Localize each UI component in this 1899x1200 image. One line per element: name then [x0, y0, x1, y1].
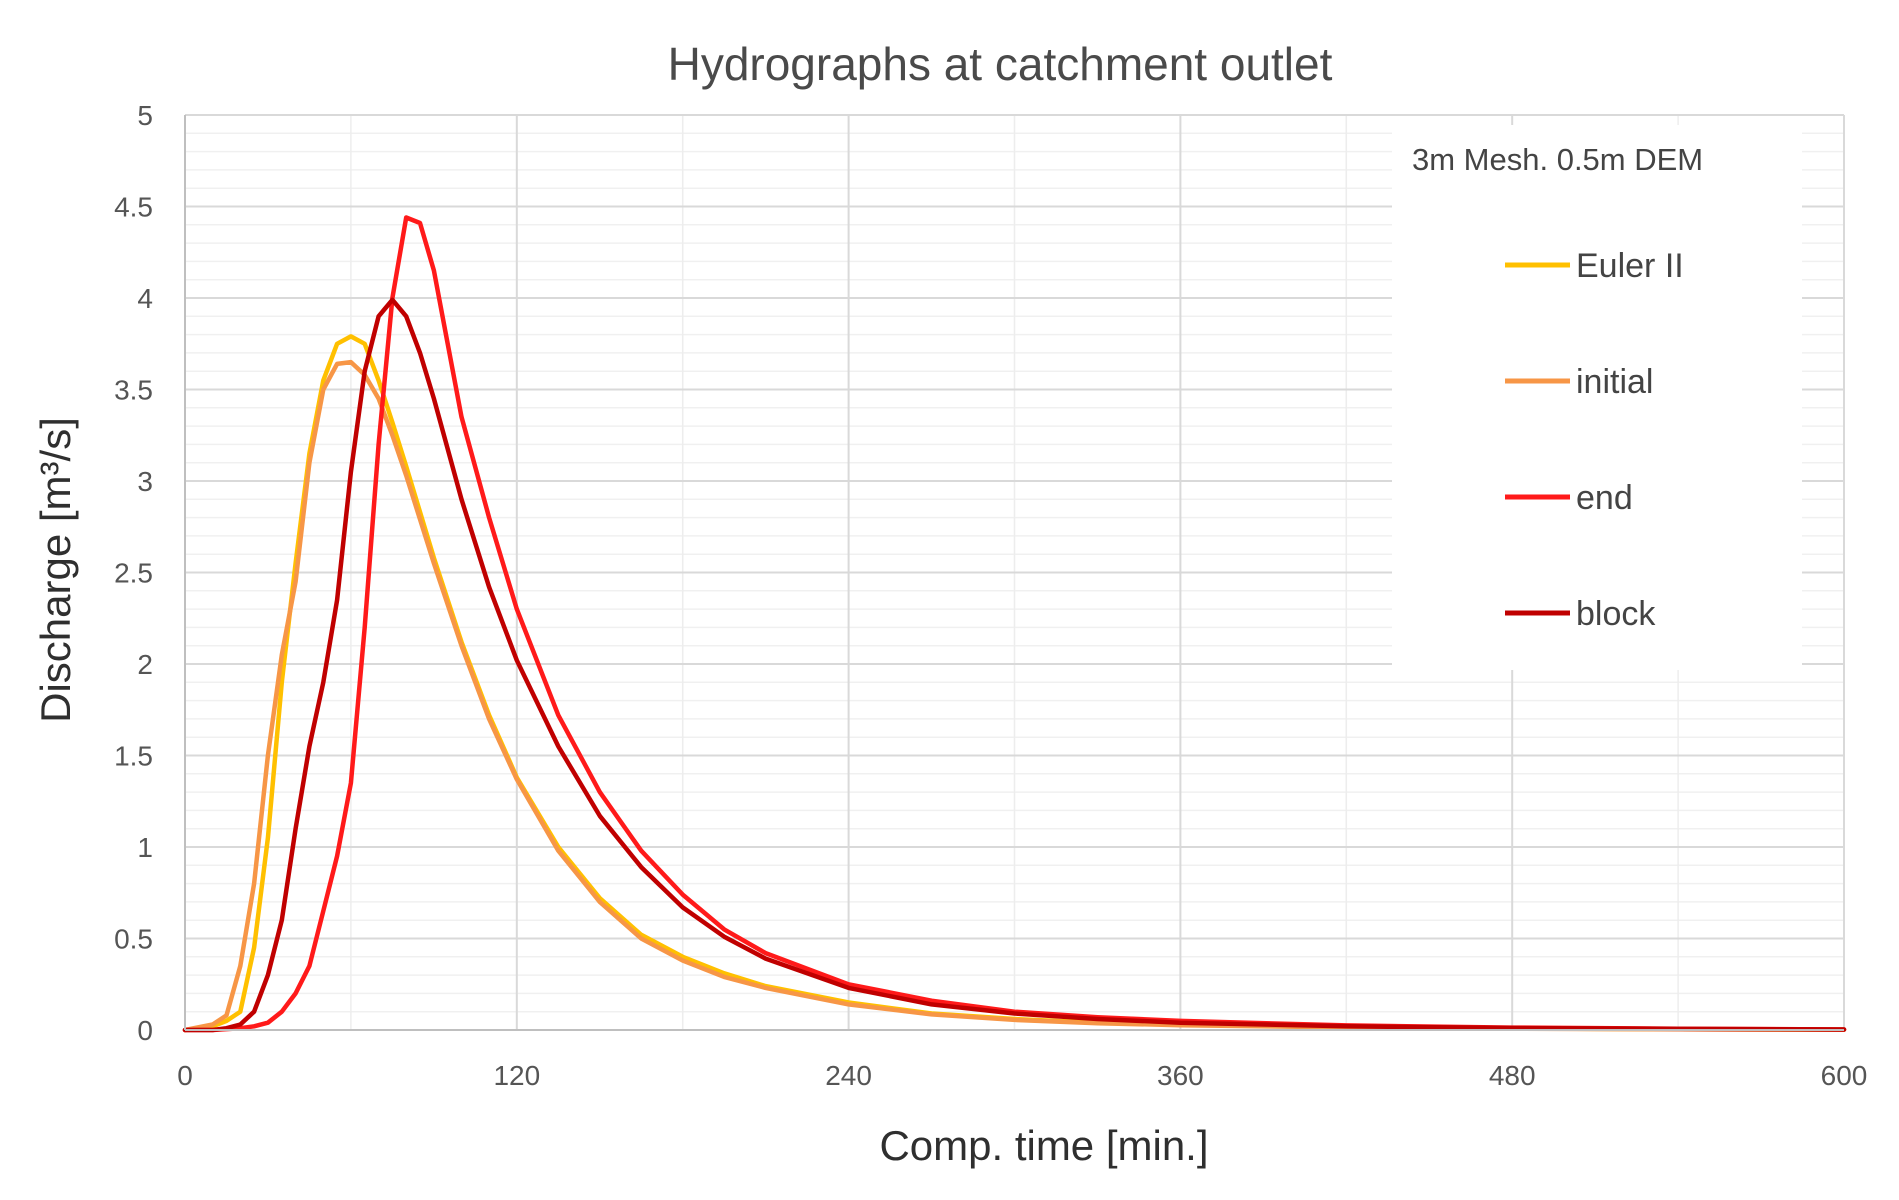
y-tick-label: 4 — [137, 283, 153, 314]
axes: 0 0.5 1 1.5 2 2.5 3 3.5 4 4.5 5 0 120 240 360 480 600 — [114, 100, 1867, 1091]
legend-item: Euler II — [1505, 247, 1684, 285]
legend-item: end — [1505, 479, 1633, 517]
x-tick-label: 600 — [1821, 1060, 1868, 1091]
legend-label: initial — [1576, 363, 1653, 401]
y-tick-label: 2.5 — [114, 558, 153, 589]
legend-label: end — [1576, 479, 1633, 517]
series-line-block — [182, 297, 1847, 1033]
y-tick-label: 0 — [137, 1015, 153, 1046]
legend-item: block — [1505, 595, 1656, 633]
x-tick-label: 360 — [1157, 1060, 1204, 1091]
y-tick-label: 1.5 — [114, 741, 153, 772]
y-tick-label: 1 — [137, 832, 153, 863]
legend-item: initial — [1505, 363, 1653, 401]
legend: Euler II initial end block — [1505, 247, 1684, 633]
chart-title: Hydrographs at catchment outlet — [668, 38, 1333, 90]
y-tick-label: 5 — [137, 100, 153, 131]
y-tick-label: 0.5 — [114, 924, 153, 955]
legend-label: Euler II — [1576, 247, 1684, 285]
legend-label: block — [1576, 595, 1656, 633]
y-tick-label: 2 — [137, 649, 153, 680]
series-line-initial — [182, 359, 1847, 1033]
legend-background — [1392, 125, 1802, 670]
y-tick-label: 4.5 — [114, 192, 153, 223]
x-tick-label: 120 — [493, 1060, 540, 1091]
x-tick-label: 480 — [1489, 1060, 1536, 1091]
y-axis-title: Discharge [m³/s] — [32, 417, 79, 723]
x-tick-label: 0 — [177, 1060, 193, 1091]
x-axis-title: Comp. time [min.] — [879, 1122, 1208, 1169]
x-tick-label: 240 — [825, 1060, 872, 1091]
legend-box — [1392, 125, 1802, 670]
y-tick-label: 3 — [137, 466, 153, 497]
plot-area — [182, 215, 1847, 1033]
chart-annotation: 3m Mesh. 0.5m DEM — [1412, 142, 1703, 177]
y-tick-label: 3.5 — [114, 375, 153, 406]
